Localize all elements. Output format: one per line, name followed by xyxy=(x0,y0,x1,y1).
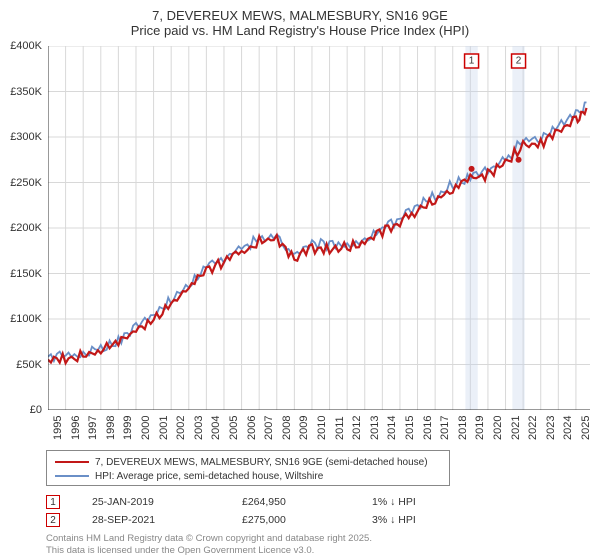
y-tick-label: £50K xyxy=(16,359,42,371)
marker-table-pct: 1% ↓ HPI xyxy=(372,496,482,508)
marker-number: 1 xyxy=(469,56,475,67)
x-tick-label: 2011 xyxy=(334,416,346,440)
marker-table-row: 1 25-JAN-2019£264,9501% ↓ HPI xyxy=(46,494,566,510)
marker-table-price: £275,000 xyxy=(242,514,372,526)
y-tick-label: £200K xyxy=(10,222,42,234)
marker-table-date: 28-SEP-2021 xyxy=(92,514,242,526)
legend-label: HPI: Average price, semi-detached house,… xyxy=(95,471,323,482)
x-tick-label: 2000 xyxy=(140,416,152,440)
x-tick-label: 1996 xyxy=(70,416,82,440)
attribution-line1: Contains HM Land Registry data © Crown c… xyxy=(46,533,372,544)
x-tick-label: 2006 xyxy=(246,416,258,440)
x-tick-label: 2013 xyxy=(369,416,381,440)
chart-svg: 12 xyxy=(48,46,590,410)
x-tick-label: 2015 xyxy=(404,416,416,440)
x-tick-label: 1995 xyxy=(52,416,64,440)
legend: 7, DEVEREUX MEWS, MALMESBURY, SN16 9GE (… xyxy=(46,450,450,486)
x-tick-label: 2024 xyxy=(562,416,574,440)
x-tick-label: 2008 xyxy=(281,416,293,440)
x-tick-label: 2003 xyxy=(193,416,205,440)
chart-title: 7, DEVEREUX MEWS, MALMESBURY, SN16 9GE P… xyxy=(0,0,600,42)
x-tick-label: 2017 xyxy=(439,416,451,440)
x-tick-label: 1998 xyxy=(105,416,117,440)
x-axis-labels: 1995 1996 1997 1998 1999 2000 2001 2002 2003 2004… xyxy=(48,412,590,452)
marker-table: 1 25-JAN-2019£264,9501% ↓ HPI 2 28-SEP-2021… xyxy=(46,494,566,530)
y-tick-label: £400K xyxy=(10,40,42,52)
title-line1: 7, DEVEREUX MEWS, MALMESBURY, SN16 9GE xyxy=(0,8,600,23)
y-tick-label: £100K xyxy=(10,313,42,325)
marker-dot xyxy=(516,157,522,163)
marker-table-num: 2 xyxy=(46,513,60,527)
x-tick-label: 1999 xyxy=(122,416,134,440)
x-tick-label: 2002 xyxy=(175,416,187,440)
y-tick-label: £250K xyxy=(10,177,42,189)
x-tick-label: 2007 xyxy=(263,416,275,440)
y-tick-label: £0 xyxy=(30,404,42,416)
title-line2: Price paid vs. HM Land Registry's House … xyxy=(0,23,600,38)
chart-grid xyxy=(48,46,590,410)
y-tick-label: £300K xyxy=(10,131,42,143)
x-tick-label: 2010 xyxy=(316,416,328,440)
marker-table-pct: 3% ↓ HPI xyxy=(372,514,482,526)
x-tick-label: 1997 xyxy=(87,416,99,440)
x-tick-label: 2009 xyxy=(298,416,310,440)
x-tick-label: 2016 xyxy=(422,416,434,440)
x-tick-label: 2001 xyxy=(158,416,170,440)
x-tick-label: 2004 xyxy=(210,416,222,440)
marker-table-num: 1 xyxy=(46,495,60,509)
x-tick-label: 2014 xyxy=(386,416,398,440)
x-tick-label: 2021 xyxy=(510,416,522,440)
chart-plot-area: 12 xyxy=(48,46,590,410)
legend-item: 7, DEVEREUX MEWS, MALMESBURY, SN16 9GE (… xyxy=(55,455,441,469)
x-tick-label: 2025 xyxy=(580,416,592,440)
legend-label: 7, DEVEREUX MEWS, MALMESBURY, SN16 9GE (… xyxy=(95,457,428,468)
y-tick-label: £150K xyxy=(10,268,42,280)
x-tick-label: 2012 xyxy=(351,416,363,440)
x-tick-label: 2019 xyxy=(474,416,486,440)
legend-swatch xyxy=(55,475,89,478)
legend-item: HPI: Average price, semi-detached house,… xyxy=(55,469,441,483)
marker-table-row: 2 28-SEP-2021£275,0003% ↓ HPI xyxy=(46,512,566,528)
marker-dot xyxy=(469,166,475,172)
x-tick-label: 2018 xyxy=(457,416,469,440)
attribution-line2: This data is licensed under the Open Gov… xyxy=(46,545,372,556)
attribution: Contains HM Land Registry data © Crown c… xyxy=(46,533,372,556)
y-axis-labels: £0£50K£100K£150K£200K£250K£300K£350K£400… xyxy=(0,46,46,410)
x-tick-label: 2005 xyxy=(228,416,240,440)
marker-table-date: 25-JAN-2019 xyxy=(92,496,242,508)
x-tick-label: 2020 xyxy=(492,416,504,440)
x-tick-label: 2022 xyxy=(527,416,539,440)
x-tick-label: 2023 xyxy=(545,416,557,440)
marker-table-price: £264,950 xyxy=(242,496,372,508)
legend-swatch xyxy=(55,461,89,464)
marker-number: 2 xyxy=(516,56,522,67)
y-tick-label: £350K xyxy=(10,86,42,98)
